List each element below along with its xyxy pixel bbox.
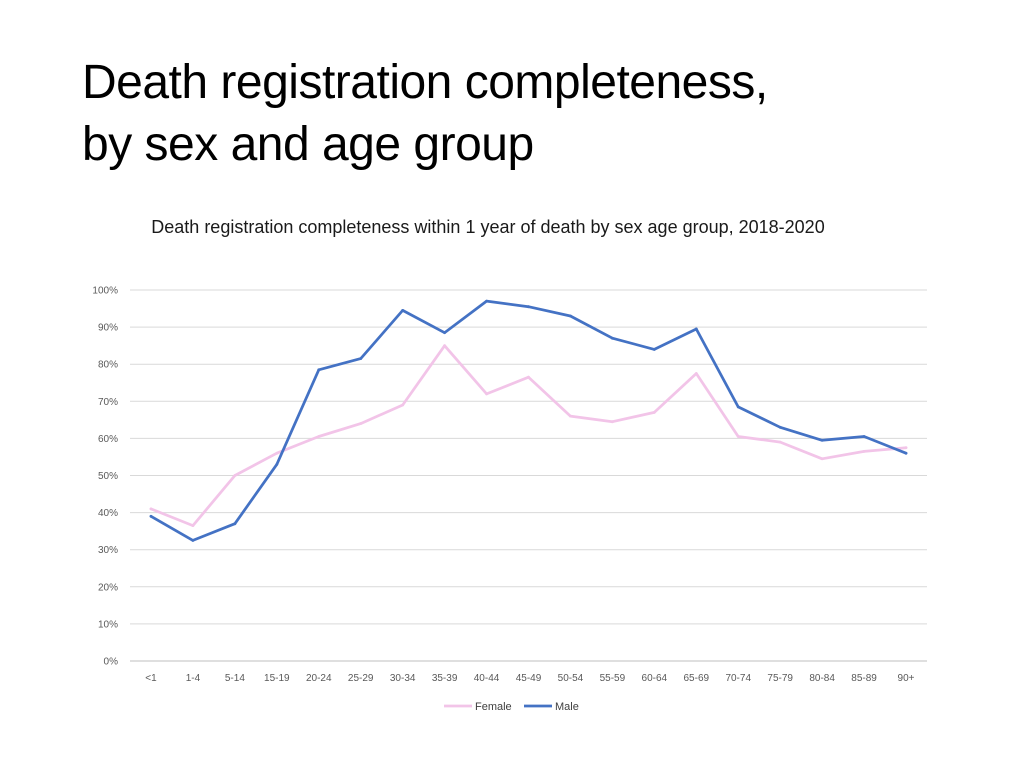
data-point-male bbox=[862, 435, 866, 438]
data-point-female bbox=[527, 375, 530, 379]
y-tick-label: 20% bbox=[98, 582, 118, 593]
y-tick-label: 90% bbox=[98, 323, 118, 334]
y-tick-label: 100% bbox=[92, 286, 118, 297]
x-tick-label: 5-14 bbox=[225, 673, 245, 684]
legend-label-female: Female bbox=[475, 701, 512, 713]
x-tick-label: 80-84 bbox=[809, 673, 835, 684]
data-point-female bbox=[443, 344, 447, 348]
data-point-male bbox=[233, 522, 237, 526]
data-point-male bbox=[275, 462, 279, 466]
x-tick-label: 30-34 bbox=[390, 673, 416, 684]
x-tick-label: 25-29 bbox=[348, 673, 374, 684]
x-tick-label: 45-49 bbox=[516, 673, 542, 684]
data-point-male bbox=[317, 368, 321, 372]
y-tick-label: 80% bbox=[98, 360, 118, 371]
x-tick-label: 90+ bbox=[898, 673, 915, 684]
data-point-female bbox=[778, 440, 782, 444]
x-tick-label: 50-54 bbox=[558, 673, 584, 684]
y-tick-label: 50% bbox=[98, 471, 118, 482]
data-point-male bbox=[610, 336, 614, 340]
x-tick-label: <1 bbox=[145, 673, 157, 684]
y-tick-label: 60% bbox=[98, 434, 118, 445]
data-point-male bbox=[149, 514, 153, 518]
x-tick-label: 75-79 bbox=[767, 673, 793, 684]
data-point-female bbox=[317, 435, 321, 438]
x-tick-label: 60-64 bbox=[642, 673, 668, 684]
data-point-female bbox=[569, 414, 572, 418]
x-tick-label: 55-59 bbox=[600, 673, 626, 684]
x-tick-label: 85-89 bbox=[851, 673, 877, 684]
data-point-female bbox=[191, 524, 195, 527]
y-tick-label: 40% bbox=[98, 508, 118, 519]
y-axis-ticks: 0% 10% 20% 30% 40% 50% 60% 70% 80% 90% 100% bbox=[92, 286, 118, 668]
y-tick-label: 70% bbox=[98, 397, 118, 408]
x-tick-label: 20-24 bbox=[306, 673, 332, 684]
data-point-female bbox=[485, 392, 488, 396]
data-point-female bbox=[275, 451, 279, 455]
x-tick-label: 40-44 bbox=[474, 673, 500, 684]
legend-label-male: Male bbox=[555, 701, 579, 713]
y-tick-label: 0% bbox=[104, 657, 119, 668]
x-tick-label: 65-69 bbox=[684, 673, 710, 684]
data-point-male bbox=[736, 405, 740, 409]
data-point-male bbox=[485, 299, 488, 303]
data-point-female bbox=[904, 446, 908, 450]
x-tick-label: 1-4 bbox=[186, 673, 201, 684]
data-point-male bbox=[191, 539, 195, 542]
data-point-male bbox=[359, 357, 363, 361]
data-point-female bbox=[401, 403, 405, 407]
data-point-male bbox=[778, 425, 782, 429]
data-point-male bbox=[652, 347, 656, 351]
data-point-male bbox=[904, 451, 908, 455]
chart-title: Death registration completeness within 1… bbox=[151, 217, 824, 237]
data-point-male bbox=[569, 314, 572, 318]
series-line-male bbox=[149, 299, 908, 542]
data-point-female bbox=[862, 449, 866, 453]
x-axis-ticks: <1 1-4 5-14 15-19 20-24 25-29 30-34 35-39 40-44 4… bbox=[145, 673, 914, 684]
data-point-female bbox=[820, 457, 824, 461]
gridlines bbox=[130, 289, 927, 662]
data-point-male bbox=[527, 305, 530, 309]
series-line-female bbox=[149, 344, 908, 527]
data-point-female bbox=[233, 474, 237, 477]
slide-title-line-2: by sex and age group bbox=[82, 118, 534, 171]
legend: Female Male bbox=[444, 701, 579, 713]
data-point-female bbox=[652, 411, 656, 414]
data-point-male bbox=[820, 438, 824, 442]
y-tick-label: 30% bbox=[98, 545, 118, 556]
data-point-male bbox=[401, 309, 405, 312]
x-tick-label: 70-74 bbox=[725, 673, 751, 684]
x-tick-label: 35-39 bbox=[432, 673, 458, 684]
x-tick-label: 15-19 bbox=[264, 673, 290, 684]
data-point-female bbox=[694, 372, 698, 375]
data-point-male bbox=[443, 331, 447, 335]
series-lines bbox=[149, 299, 908, 542]
data-point-female bbox=[736, 435, 740, 438]
data-point-female bbox=[610, 420, 614, 424]
data-point-female bbox=[149, 507, 153, 511]
slide-title: Death registration completeness, by sex … bbox=[82, 52, 982, 176]
data-point-male bbox=[694, 327, 698, 331]
data-point-female bbox=[359, 422, 363, 425]
slide-title-line-1: Death registration completeness, bbox=[82, 56, 768, 109]
y-tick-label: 10% bbox=[98, 619, 118, 630]
